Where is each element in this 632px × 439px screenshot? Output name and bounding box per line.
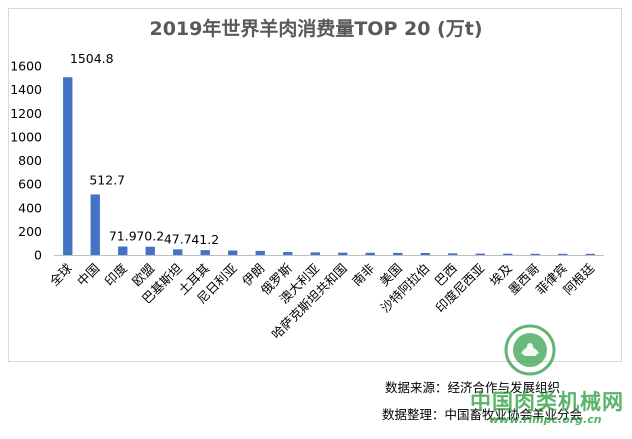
bar: [118, 246, 128, 255]
bar: [283, 252, 293, 255]
data-label: 41.2: [191, 232, 219, 247]
data-labels: 1504.8 512.7 71.9 70.2 47.7 41.2: [70, 51, 219, 247]
x-tick-label: 中国: [74, 261, 102, 289]
watermark-url: www.rlmpc.org.cn: [489, 413, 602, 426]
data-editor-note: 数据整理：中国畜牧业协会羊业分会: [382, 407, 583, 422]
y-tick-label: 1200: [10, 106, 42, 121]
data-label: 1504.8: [70, 51, 114, 66]
watermark-text: 中国肉类机械网: [470, 390, 624, 414]
bar-chart: 0 200 400 600 800 1000 1200 1400 1600 1504.8 512.…: [10, 51, 604, 342]
bar: [228, 250, 238, 255]
bar: [145, 246, 155, 255]
data-label: 47.7: [164, 231, 192, 246]
data-label: 70.2: [136, 229, 164, 244]
y-tick-label: 1600: [10, 59, 42, 74]
bar: [173, 249, 183, 255]
x-tick-label: 印度: [102, 260, 131, 289]
y-axis-ticks: 0 200 400 600 800 1000 1200 1400 1600: [10, 59, 42, 263]
data-label: 71.9: [109, 229, 137, 244]
y-tick-label: 0: [34, 248, 42, 263]
bar: [365, 252, 375, 255]
x-tick-label: 阿根廷: [560, 260, 597, 297]
bar: [393, 252, 403, 255]
bar: [255, 250, 265, 255]
bar: [558, 253, 568, 255]
y-tick-label: 1400: [10, 82, 42, 97]
watermark-logo-icon: [504, 324, 556, 376]
bar: [90, 194, 100, 255]
bar: [200, 250, 210, 255]
bar: [420, 252, 430, 255]
data-label: 512.7: [89, 172, 125, 187]
y-tick-label: 600: [18, 177, 42, 192]
x-tick-label: 全球: [47, 260, 76, 289]
y-tick-label: 400: [18, 200, 42, 215]
chart-frame: [8, 8, 622, 362]
data-source-note: 数据来源：经济合作与发展组织: [385, 380, 561, 395]
bar: [338, 252, 348, 255]
y-tick-label: 200: [18, 224, 42, 239]
bar: [585, 253, 595, 255]
bar: [63, 77, 73, 255]
bar: [475, 253, 485, 255]
bar: [530, 253, 540, 255]
bar: [503, 253, 513, 255]
bar: [310, 252, 320, 255]
y-tick-label: 1000: [10, 129, 42, 144]
bar: [448, 253, 458, 255]
bars: [63, 77, 595, 255]
y-tick-label: 800: [18, 153, 42, 168]
x-tick-label: 南非: [349, 261, 377, 289]
chart-title: 2019年世界羊肉消费量TOP 20 (万t): [149, 18, 483, 40]
